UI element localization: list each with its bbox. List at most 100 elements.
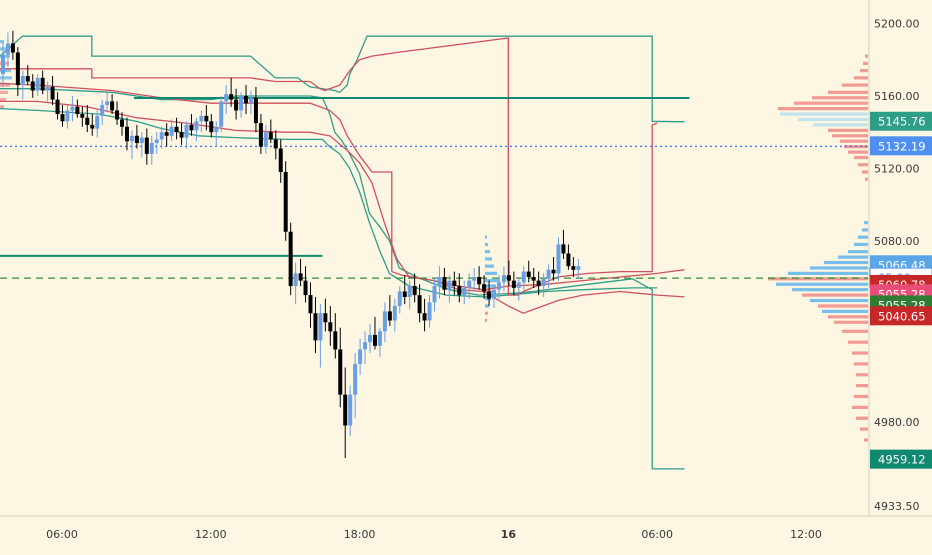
price-badge-label: 5145.76 bbox=[878, 115, 926, 129]
volume-profile-bar bbox=[856, 384, 868, 388]
candle-down bbox=[402, 291, 407, 297]
candle-down bbox=[283, 172, 288, 232]
candle-up bbox=[263, 132, 268, 147]
volume-profile-bar bbox=[776, 282, 868, 286]
candle-down bbox=[244, 95, 249, 104]
session-profile-bar bbox=[485, 271, 497, 275]
band-line bbox=[0, 35, 685, 123]
candle-down bbox=[288, 231, 293, 287]
volume-profile-bar bbox=[860, 69, 868, 73]
volume-profile-bar bbox=[768, 277, 868, 281]
candle-down bbox=[551, 269, 556, 274]
candle-down bbox=[328, 322, 333, 332]
candle-down bbox=[144, 137, 149, 154]
volume-profile-bar bbox=[828, 128, 868, 132]
volume-profile-bar bbox=[798, 117, 868, 122]
candle-up bbox=[472, 277, 477, 281]
candle-down bbox=[204, 115, 209, 122]
candle-up bbox=[224, 94, 229, 102]
candle-up bbox=[129, 135, 134, 142]
early-profile-bar bbox=[0, 83, 10, 87]
candle-up bbox=[0, 54, 5, 75]
candle-up bbox=[427, 302, 432, 321]
candle-up bbox=[139, 137, 144, 144]
volume-profile-bar bbox=[810, 266, 868, 270]
candle-down bbox=[120, 119, 125, 127]
candle-up bbox=[194, 121, 199, 131]
candle-down bbox=[417, 295, 422, 314]
candle-up bbox=[293, 273, 298, 287]
volume-profile-bar bbox=[840, 139, 868, 143]
candle-up bbox=[467, 280, 472, 288]
candle-up bbox=[432, 286, 437, 303]
volume-profile-bar bbox=[792, 288, 868, 292]
candle-down bbox=[482, 284, 487, 292]
volume-profile-bar bbox=[824, 260, 868, 265]
early-profile-bar bbox=[0, 105, 4, 109]
volume-profile-bar bbox=[854, 76, 868, 80]
price-tick-label: 5120.00 bbox=[874, 162, 920, 175]
candle-down bbox=[164, 132, 169, 136]
candle-up bbox=[149, 143, 154, 154]
session-profile-bar bbox=[485, 250, 490, 254]
volume-profile-bar bbox=[858, 163, 868, 167]
price-axis[interactable]: 5200.00 5160.00 5120.00 5080.00 4980.00 4933.… bbox=[874, 18, 920, 514]
time-axis[interactable]: 06:00 12:00 18:00 16 06:00 12:00 bbox=[46, 528, 822, 541]
volume-profile-bar bbox=[854, 155, 868, 160]
volume-profile-bar bbox=[848, 340, 868, 344]
candle-down bbox=[115, 110, 120, 120]
volume-profile-bar bbox=[852, 351, 868, 355]
candle-down bbox=[75, 106, 80, 115]
candle-up bbox=[382, 311, 387, 332]
volume-profile-bar bbox=[858, 235, 868, 239]
candle-down bbox=[412, 286, 417, 296]
volume-profile-bar bbox=[834, 320, 868, 324]
candle-up bbox=[5, 43, 10, 55]
time-tick-label: 12:00 bbox=[790, 528, 822, 541]
candle-up bbox=[184, 124, 189, 138]
candle-down bbox=[506, 275, 511, 281]
candle-up bbox=[501, 275, 506, 283]
candle-down bbox=[536, 280, 541, 287]
band-line bbox=[0, 100, 685, 314]
price-badges: 5145.765132.195066.4805:095060.785055.28… bbox=[869, 111, 932, 469]
candle-up bbox=[318, 313, 323, 341]
volume-profile-bar bbox=[863, 61, 868, 65]
candle-up bbox=[392, 305, 397, 321]
candle-up bbox=[159, 132, 164, 140]
candle-down bbox=[85, 117, 90, 125]
price-badge-label: 4959.12 bbox=[878, 453, 926, 467]
volume-profile-bar bbox=[856, 416, 868, 420]
volume-profile-bar bbox=[812, 96, 868, 100]
candle-up bbox=[65, 110, 70, 122]
volume-profile-bar bbox=[780, 112, 868, 116]
price-tick-label: 5160.00 bbox=[874, 90, 920, 103]
session-profile-bar bbox=[485, 304, 489, 308]
candle-down bbox=[268, 132, 273, 140]
candle-up bbox=[219, 101, 224, 127]
candle-up bbox=[546, 269, 551, 279]
time-tick-label: 12:00 bbox=[195, 528, 227, 541]
candle-down bbox=[372, 334, 377, 346]
candle-up bbox=[199, 115, 204, 122]
volume-profile-bar bbox=[794, 101, 868, 105]
volume-profile-bar bbox=[860, 427, 868, 431]
volume-profile-bar bbox=[854, 362, 868, 366]
candle-down bbox=[278, 148, 283, 172]
volume-profile-bar bbox=[818, 304, 868, 308]
candle-down bbox=[422, 313, 427, 321]
candle-up bbox=[447, 280, 452, 290]
candle-down bbox=[253, 97, 258, 124]
time-tick-label: 18:00 bbox=[344, 528, 376, 541]
price-tick-label: 5200.00 bbox=[874, 18, 920, 31]
volume-profile-bar bbox=[865, 54, 868, 58]
volume-profile-bar bbox=[828, 90, 868, 94]
candle-down bbox=[258, 123, 263, 147]
candle-up bbox=[35, 77, 40, 91]
price-badge bbox=[870, 449, 932, 469]
volume-profile-bar bbox=[862, 228, 868, 232]
volume-profile-bar bbox=[828, 315, 868, 319]
price-tick-label: 4933.50 bbox=[874, 500, 920, 513]
